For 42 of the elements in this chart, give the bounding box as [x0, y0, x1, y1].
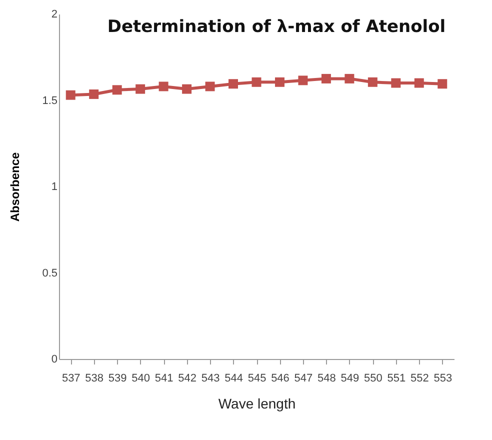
x-axis-title: Wave length	[218, 396, 296, 412]
x-tick-label: 546	[271, 372, 290, 384]
x-tick-label: 550	[364, 372, 382, 384]
x-tick-label: 543	[201, 372, 220, 384]
x-tick-label: 544	[224, 372, 243, 384]
point	[414, 78, 424, 88]
x-tick-label: 549	[340, 372, 360, 384]
point	[298, 76, 308, 86]
point	[66, 90, 76, 100]
x-tick-label: 552	[410, 372, 429, 384]
x-tick-label: 538	[85, 372, 104, 384]
y-tick-label: 2	[51, 8, 58, 20]
point	[391, 78, 401, 88]
y-tick-label: 0.5	[42, 267, 58, 280]
x-tick-label: 551	[387, 372, 406, 384]
point	[205, 82, 215, 92]
point	[438, 79, 448, 89]
point	[274, 77, 284, 87]
x-tick-label: 548	[318, 372, 336, 384]
chart-title: Determination of λ-max of Atenolol	[107, 17, 446, 37]
point	[136, 84, 146, 94]
x-tick-label: 547	[294, 372, 313, 384]
point	[158, 82, 168, 92]
point	[344, 74, 354, 84]
point	[182, 84, 192, 94]
point	[112, 85, 122, 95]
point	[321, 74, 331, 84]
x-tick-label: 541	[154, 372, 174, 384]
point	[368, 77, 378, 87]
x-tick-label: 539	[108, 372, 127, 384]
x-tick-label: 553	[434, 372, 452, 384]
y-axis-title: Absorbence	[8, 152, 22, 222]
y-tick-label: 0	[51, 354, 58, 366]
x-tick-label: 545	[248, 372, 266, 384]
y-tick-label: 1	[51, 181, 58, 193]
x-tick-label: 542	[178, 372, 196, 384]
point	[252, 77, 262, 87]
point	[228, 79, 238, 89]
y-tick-label: 1.5	[42, 94, 58, 107]
point	[89, 89, 99, 99]
x-tick-label: 537	[62, 372, 80, 384]
x-tick-label: 540	[132, 372, 150, 384]
